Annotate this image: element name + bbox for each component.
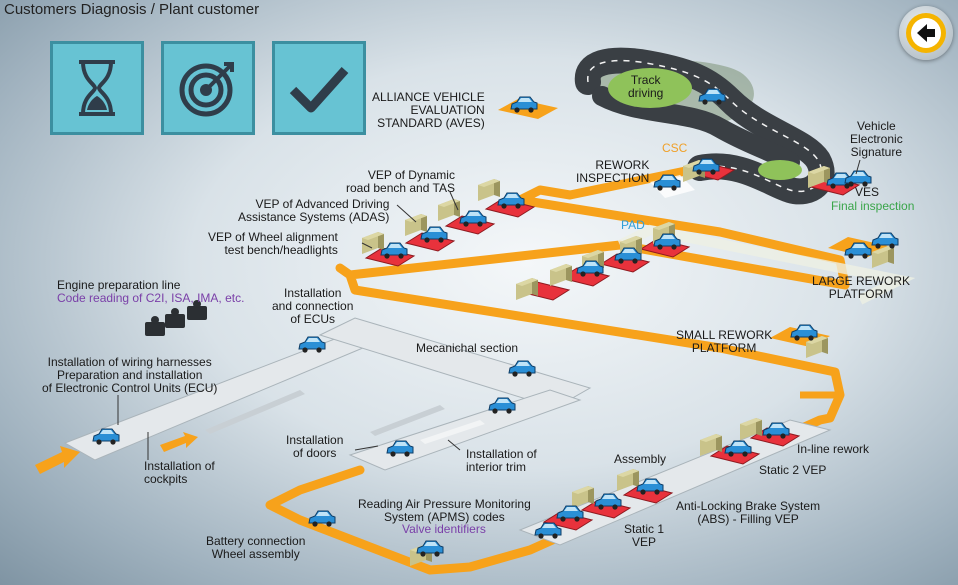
small-rework-label: SMALL REWORK PLATFORM xyxy=(676,328,773,355)
wiring-harness-label: Installation of wiring harnesses Preparat… xyxy=(42,355,218,395)
assembly-label: Assembly xyxy=(614,452,667,466)
entry-arrow xyxy=(35,446,80,474)
engine-codes-label: Code reading of C2I, ISA, IMA, etc. xyxy=(57,291,245,305)
static2-vep-label: Static 2 VEP xyxy=(759,463,827,477)
apms-label: Reading Air Pressure Monitoring System (A… xyxy=(358,497,531,524)
checkmark-tile-button[interactable] xyxy=(272,41,366,135)
ves-label: VES xyxy=(855,185,880,199)
interior-trim-label: Installation of interior trim xyxy=(466,447,537,474)
vep-adas-label: VEP of Advanced Driving Assistance System… xyxy=(238,197,390,224)
track-infield xyxy=(608,68,692,108)
target-icon xyxy=(179,62,234,117)
ecus-label: Installation and connection of ECUs xyxy=(272,286,354,326)
pad-label: PAD xyxy=(621,218,645,232)
inline-rework-label: In-line rework xyxy=(797,442,870,456)
doors-label: Installation of doors xyxy=(286,433,344,460)
callout-lines xyxy=(117,159,861,460)
csc-label: CSC xyxy=(662,141,688,155)
battery-wheel-label: Battery connection Wheel assembly xyxy=(206,534,306,561)
abs-label: Anti-Locking Brake System (ABS) - Filling… xyxy=(676,499,821,526)
hourglass-tile-button[interactable] xyxy=(50,41,144,135)
vep-wheel-label: VEP of Wheel alignment test bench/headlig… xyxy=(208,230,338,257)
vehicle-electronic-signature-label: Vehicle Electronic Signature xyxy=(850,119,903,159)
engine-prep-label: Engine preparation line xyxy=(57,278,181,292)
engine-blocks xyxy=(145,300,207,336)
hourglass-icon xyxy=(79,60,115,116)
mecanichal-section-label: Mecanichal section xyxy=(416,341,519,355)
track-driving-label: Track driving xyxy=(628,73,664,100)
mecanichal-platform xyxy=(318,317,592,409)
vep-dynamic-label: VEP of Dynamic road bench and TAS xyxy=(346,168,455,195)
checkmark-icon xyxy=(289,66,349,113)
large-rework-label: LARGE REWORK PLATFORM xyxy=(812,274,911,301)
valve-identifiers-label: Valve identifiers xyxy=(402,522,486,536)
rework-inspection-label: REWORK INSPECTION xyxy=(576,158,650,185)
aves-label: ALLIANCE VEHICLE EVALUATION STANDARD (AVES… xyxy=(372,90,485,130)
cockpits-label: Installation of cockpits xyxy=(144,459,215,486)
cockpit-arrow xyxy=(160,432,198,452)
back-button[interactable] xyxy=(899,6,953,60)
page-title: Customers Diagnosis / Plant customer xyxy=(4,1,260,18)
target-tile-button[interactable] xyxy=(161,41,255,135)
final-inspection-label: Final inspection xyxy=(831,199,915,213)
back-arrow-icon xyxy=(917,24,935,42)
static1-vep-label: Static 1 VEP xyxy=(624,522,665,549)
